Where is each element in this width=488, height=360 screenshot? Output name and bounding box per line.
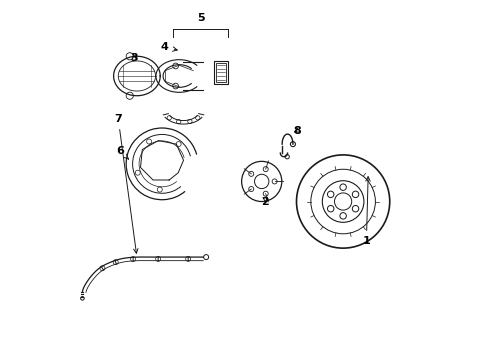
Bar — [214, 61, 228, 84]
Text: 7: 7 — [114, 114, 138, 253]
Text: 4: 4 — [161, 42, 177, 52]
Text: 6: 6 — [116, 145, 128, 159]
Text: 5: 5 — [197, 13, 204, 23]
Text: 2: 2 — [261, 197, 268, 207]
Text: 1: 1 — [362, 177, 369, 246]
Text: 8: 8 — [293, 126, 301, 135]
Text: 3: 3 — [130, 53, 138, 63]
Bar — [216, 63, 226, 82]
